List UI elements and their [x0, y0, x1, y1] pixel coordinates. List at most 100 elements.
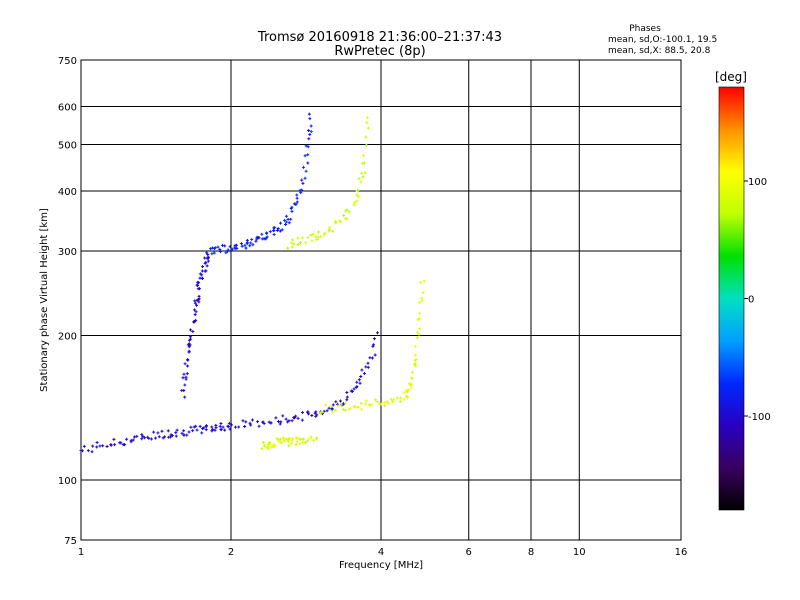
colorbar-tick-label: -100	[748, 412, 771, 423]
data-point	[150, 437, 154, 441]
data-point	[131, 438, 135, 442]
data-point	[413, 362, 417, 366]
data-point	[358, 381, 362, 385]
data-point	[154, 436, 158, 440]
y-axis-label: Stationary phase Virtual Height [km]	[39, 208, 50, 392]
data-point	[343, 401, 347, 405]
data-point	[204, 428, 208, 432]
data-point	[195, 303, 199, 307]
data-point	[382, 401, 386, 405]
data-point	[281, 436, 285, 440]
data-point	[309, 124, 313, 128]
data-point	[233, 425, 237, 429]
data-point	[194, 310, 198, 314]
data-point	[353, 200, 357, 204]
data-point	[202, 426, 206, 430]
data-point	[206, 253, 210, 257]
x-tick-label: 16	[675, 547, 688, 558]
data-point	[265, 235, 269, 239]
data-point	[322, 233, 326, 237]
stats-line-o: mean, sd,O:-100.1, 19.5	[608, 35, 717, 45]
data-point	[175, 428, 179, 432]
data-point	[390, 400, 394, 404]
data-point	[272, 233, 276, 237]
data-point	[287, 221, 291, 225]
data-point	[284, 417, 288, 421]
data-point	[239, 242, 243, 246]
data-point	[415, 336, 419, 340]
y-tick-labels: 75 100 200 300 400 500 600 750	[58, 56, 77, 547]
data-point	[287, 444, 291, 448]
data-point	[357, 195, 361, 199]
data-point	[292, 242, 296, 246]
data-point	[281, 414, 285, 418]
data-point	[284, 223, 288, 227]
data-point	[256, 420, 260, 424]
data-point	[219, 427, 223, 431]
data-point	[228, 245, 232, 249]
data-point	[418, 311, 422, 315]
data-point	[248, 244, 252, 248]
x-tick-label: 8	[528, 547, 534, 558]
colorbar-ticks: 100 0 -100	[744, 177, 771, 423]
data-point	[314, 410, 318, 414]
data-point	[216, 245, 220, 249]
data-point	[140, 437, 144, 441]
data-point	[360, 368, 364, 372]
data-point	[241, 419, 245, 423]
data-point	[240, 244, 244, 248]
data-point	[307, 137, 311, 141]
data-point	[218, 424, 222, 428]
data-point	[204, 424, 208, 428]
data-point	[298, 241, 302, 245]
data-point	[198, 272, 202, 276]
data-point	[345, 398, 349, 402]
data-point	[357, 378, 361, 382]
data-point	[266, 445, 270, 449]
data-point	[287, 436, 291, 440]
data-point	[303, 154, 307, 158]
data-point	[345, 395, 349, 399]
data-point	[320, 410, 324, 414]
data-point	[180, 388, 184, 392]
data-point	[290, 439, 294, 443]
data-point	[123, 443, 127, 447]
data-point	[200, 431, 204, 435]
data-point	[359, 375, 363, 379]
data-point	[218, 247, 222, 251]
data-point	[284, 220, 288, 224]
data-point	[143, 436, 147, 440]
data-point	[213, 246, 217, 250]
x-tick-labels: 1 2 4 6 8 10 16	[78, 547, 688, 558]
x-tick-label: 2	[228, 547, 234, 558]
data-point	[237, 425, 241, 429]
data-point	[197, 281, 201, 285]
grid-lines	[81, 60, 681, 540]
data-point	[305, 439, 309, 443]
data-point	[250, 237, 254, 241]
data-point	[91, 444, 95, 448]
data-point	[157, 435, 161, 439]
data-point	[379, 402, 383, 406]
data-point	[359, 180, 363, 184]
data-point	[249, 423, 253, 427]
data-point	[342, 213, 346, 217]
data-point	[290, 205, 294, 209]
data-point	[290, 238, 294, 242]
data-point	[323, 231, 327, 235]
data-point	[360, 407, 363, 411]
stats-line-x: mean, sd,X: 88.5, 20.8	[608, 46, 711, 56]
data-point	[219, 421, 223, 425]
data-point	[212, 251, 216, 255]
data-point	[226, 248, 230, 252]
data-point	[262, 441, 266, 445]
data-point	[226, 424, 230, 428]
data-point	[362, 153, 366, 157]
data-point	[308, 117, 312, 121]
data-point	[343, 408, 347, 412]
data-point	[265, 231, 269, 235]
y-tick-label: 750	[58, 56, 77, 67]
data-point	[186, 358, 190, 362]
data-point	[227, 421, 231, 425]
data-point	[377, 402, 381, 406]
